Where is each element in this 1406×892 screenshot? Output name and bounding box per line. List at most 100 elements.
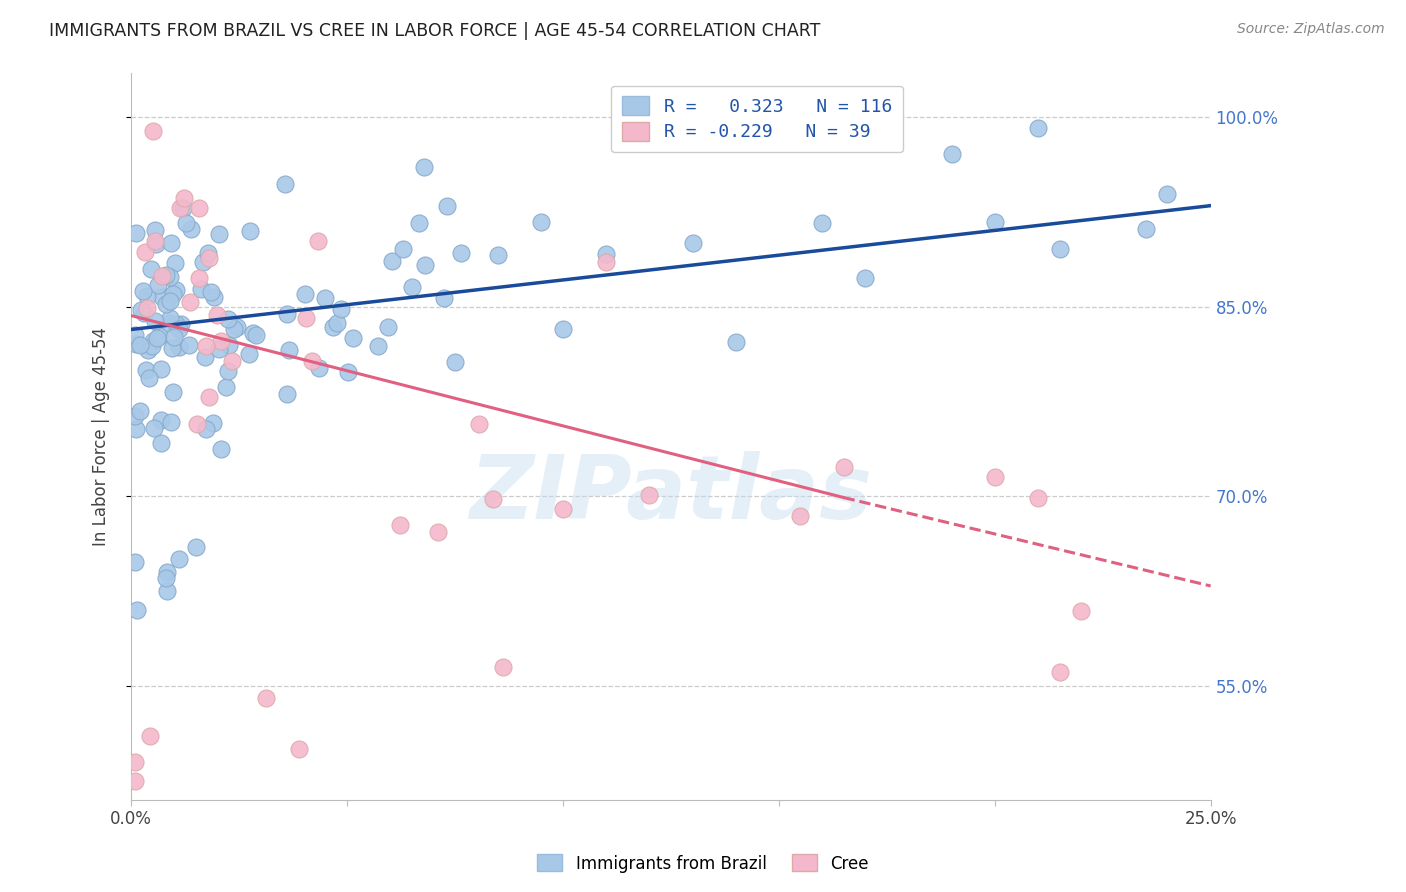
Point xyxy=(160,342,183,356)
Point xyxy=(426,524,449,539)
Point xyxy=(276,307,298,321)
Point xyxy=(157,316,180,330)
Point xyxy=(314,292,336,306)
Point xyxy=(984,214,1007,228)
Point xyxy=(225,320,247,334)
Point xyxy=(170,317,193,331)
Point xyxy=(124,555,146,569)
Point xyxy=(138,729,160,743)
Text: ZIPatlas: ZIPatlas xyxy=(470,450,872,538)
Point xyxy=(322,320,344,334)
Point xyxy=(832,460,855,475)
Point xyxy=(143,313,166,327)
Point xyxy=(167,340,190,354)
Point xyxy=(156,565,179,579)
Point xyxy=(288,742,311,756)
Point xyxy=(295,310,318,325)
Point xyxy=(143,223,166,237)
Point xyxy=(301,354,323,368)
Text: Source: ZipAtlas.com: Source: ZipAtlas.com xyxy=(1237,22,1385,37)
Point xyxy=(179,294,201,309)
Point xyxy=(159,294,181,309)
Point xyxy=(308,360,330,375)
Point xyxy=(217,364,239,378)
Point xyxy=(595,246,617,260)
Point xyxy=(160,236,183,251)
Point xyxy=(278,343,301,357)
Point xyxy=(156,584,179,599)
Point xyxy=(984,470,1007,484)
Point xyxy=(169,201,191,215)
Point xyxy=(194,422,217,436)
Point xyxy=(172,201,194,215)
Point xyxy=(492,660,515,674)
Point xyxy=(132,284,155,298)
Point xyxy=(436,199,458,213)
Point xyxy=(162,384,184,399)
Point xyxy=(142,124,165,138)
Point xyxy=(486,248,509,262)
Point xyxy=(135,363,157,377)
Point xyxy=(239,224,262,238)
Point xyxy=(273,177,295,191)
Point xyxy=(337,366,360,380)
Point xyxy=(221,354,243,368)
Point xyxy=(162,287,184,301)
Point xyxy=(392,242,415,256)
Point xyxy=(165,283,187,297)
Point xyxy=(186,417,208,431)
Point xyxy=(682,235,704,250)
Point xyxy=(152,268,174,283)
Point xyxy=(124,773,146,788)
Point xyxy=(125,422,148,436)
Point xyxy=(198,390,221,404)
Point xyxy=(1049,242,1071,256)
Point xyxy=(1026,491,1049,505)
Point xyxy=(551,502,574,516)
Point xyxy=(209,442,232,457)
Point xyxy=(195,339,218,353)
Point xyxy=(413,161,436,175)
Point xyxy=(124,409,146,423)
Point xyxy=(1049,665,1071,680)
Point xyxy=(1135,222,1157,236)
Point xyxy=(145,330,167,344)
Point xyxy=(367,339,389,353)
Point xyxy=(141,339,163,353)
Point xyxy=(789,509,811,524)
Point xyxy=(174,216,197,230)
Point xyxy=(145,236,167,251)
Point xyxy=(724,335,747,350)
Point xyxy=(444,355,467,369)
Point xyxy=(143,234,166,248)
Point xyxy=(179,337,201,351)
Point xyxy=(530,215,553,229)
Point xyxy=(197,251,219,265)
Point xyxy=(326,316,349,330)
Point xyxy=(191,254,214,268)
Point xyxy=(204,290,226,304)
Point xyxy=(551,322,574,336)
Point xyxy=(307,235,329,249)
Point xyxy=(160,415,183,429)
Point xyxy=(468,417,491,431)
Point xyxy=(853,270,876,285)
Point xyxy=(197,245,219,260)
Point xyxy=(124,327,146,342)
Point xyxy=(941,147,963,161)
Point xyxy=(595,255,617,269)
Point xyxy=(208,343,231,357)
Point xyxy=(136,343,159,357)
Point xyxy=(141,262,163,277)
Point xyxy=(135,289,157,303)
Point xyxy=(187,201,209,215)
Point xyxy=(215,380,238,394)
Point xyxy=(238,346,260,360)
Point xyxy=(217,312,239,326)
Point xyxy=(148,277,170,292)
Point xyxy=(129,302,152,317)
Legend: R =   0.323   N = 116, R = -0.229   N = 39: R = 0.323 N = 116, R = -0.229 N = 39 xyxy=(612,86,903,153)
Point xyxy=(188,271,211,285)
Point xyxy=(194,350,217,364)
Point xyxy=(190,282,212,296)
